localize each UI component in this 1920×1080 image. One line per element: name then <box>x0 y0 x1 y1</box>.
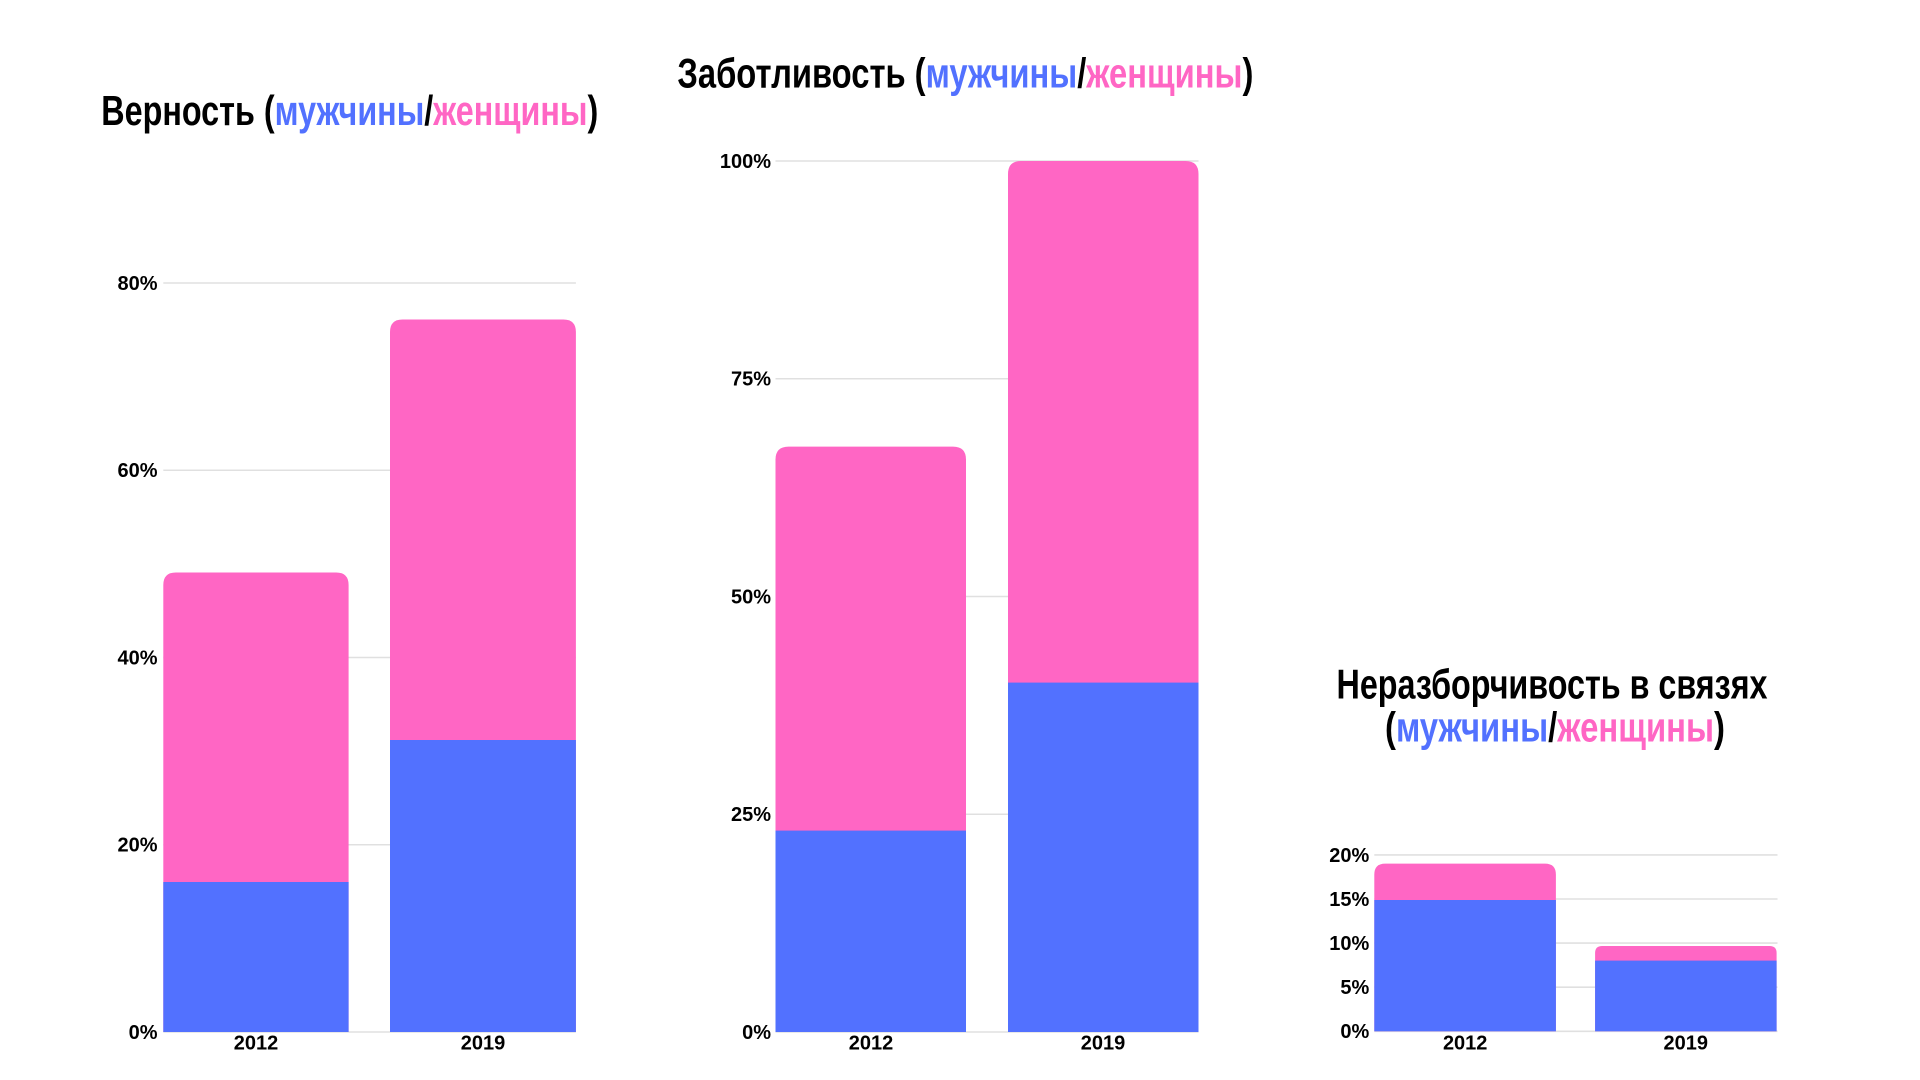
svg-text:2019: 2019 <box>1664 1033 1709 1055</box>
svg-text:60%: 60% <box>117 460 157 482</box>
svg-text:Верность (мужчины/женщины): Верность (мужчины/женщины) <box>101 87 598 134</box>
svg-text:80%: 80% <box>117 273 157 295</box>
svg-text:75%: 75% <box>731 369 771 391</box>
svg-text:40%: 40% <box>117 647 157 669</box>
svg-text:15%: 15% <box>1329 889 1369 911</box>
svg-text:(мужчины/женщины): (мужчины/женщины) <box>1385 703 1725 750</box>
svg-text:0%: 0% <box>742 1022 771 1044</box>
svg-text:2012: 2012 <box>849 1033 894 1055</box>
svg-text:5%: 5% <box>1340 977 1369 999</box>
svg-text:100%: 100% <box>720 151 771 173</box>
svg-text:25%: 25% <box>731 804 771 826</box>
svg-text:Заботливость (мужчины/женщины): Заботливость (мужчины/женщины) <box>677 50 1253 97</box>
svg-text:2019: 2019 <box>1081 1033 1126 1055</box>
svg-text:20%: 20% <box>1329 845 1369 867</box>
svg-text:10%: 10% <box>1329 933 1369 955</box>
svg-text:Неразборчивость в связях: Неразборчивость в связях <box>1337 660 1768 707</box>
svg-text:20%: 20% <box>117 835 157 857</box>
svg-text:50%: 50% <box>731 586 771 608</box>
svg-text:2012: 2012 <box>234 1033 279 1055</box>
svg-text:2019: 2019 <box>461 1033 506 1055</box>
svg-text:2012: 2012 <box>1443 1033 1488 1055</box>
svg-text:0%: 0% <box>1340 1021 1369 1043</box>
svg-text:0%: 0% <box>129 1022 158 1044</box>
